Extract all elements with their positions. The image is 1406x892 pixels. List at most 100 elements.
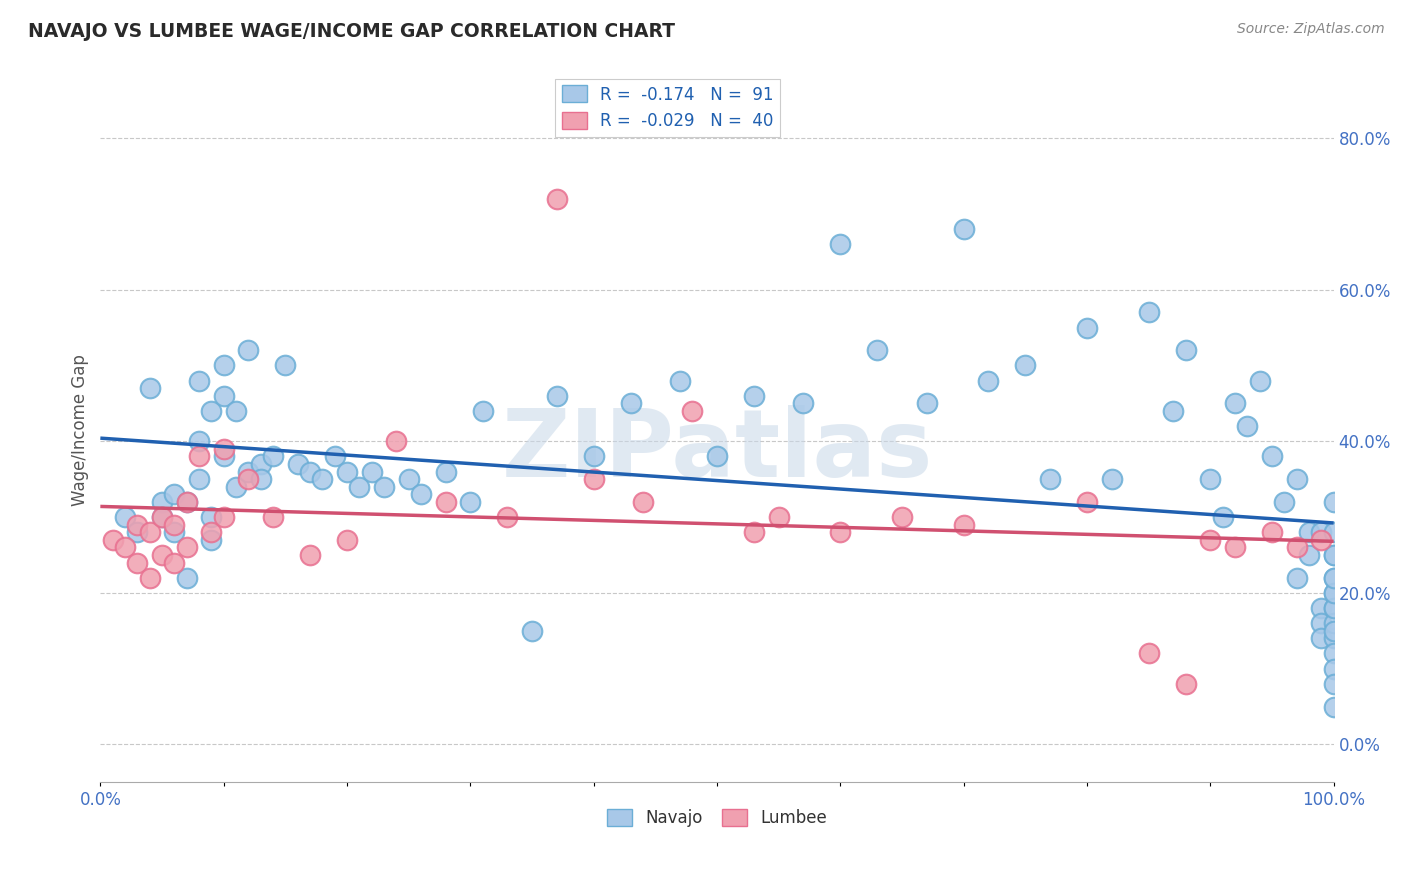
Point — [952, 517, 974, 532]
Y-axis label: Wage/Income Gap: Wage/Income Gap — [72, 354, 89, 506]
Point — [1261, 525, 1284, 540]
Point — [546, 389, 568, 403]
Point — [138, 525, 160, 540]
Point — [274, 359, 297, 373]
Point — [1323, 662, 1346, 676]
Point — [1323, 586, 1346, 600]
Point — [620, 396, 643, 410]
Point — [262, 510, 284, 524]
Point — [1323, 586, 1346, 600]
Point — [866, 343, 889, 358]
Point — [127, 556, 149, 570]
Point — [1163, 404, 1185, 418]
Point — [176, 495, 198, 509]
Point — [176, 541, 198, 555]
Point — [742, 525, 765, 540]
Point — [212, 442, 235, 456]
Point — [1323, 616, 1346, 631]
Point — [311, 472, 333, 486]
Point — [1076, 320, 1098, 334]
Point — [1272, 495, 1295, 509]
Point — [200, 525, 222, 540]
Text: Source: ZipAtlas.com: Source: ZipAtlas.com — [1237, 22, 1385, 37]
Point — [127, 525, 149, 540]
Point — [249, 457, 271, 471]
Point — [336, 533, 359, 547]
Point — [768, 510, 790, 524]
Point — [1285, 571, 1308, 585]
Point — [398, 472, 420, 486]
Point — [163, 556, 186, 570]
Point — [582, 450, 605, 464]
Point — [669, 374, 692, 388]
Point — [114, 541, 136, 555]
Point — [1323, 601, 1346, 615]
Point — [1199, 533, 1222, 547]
Point — [582, 472, 605, 486]
Point — [1014, 359, 1036, 373]
Point — [238, 465, 260, 479]
Point — [1323, 571, 1346, 585]
Point — [1076, 495, 1098, 509]
Point — [1285, 472, 1308, 486]
Point — [1310, 601, 1333, 615]
Point — [830, 525, 852, 540]
Text: NAVAJO VS LUMBEE WAGE/INCOME GAP CORRELATION CHART: NAVAJO VS LUMBEE WAGE/INCOME GAP CORRELA… — [28, 22, 675, 41]
Point — [323, 450, 346, 464]
Point — [1310, 616, 1333, 631]
Point — [1323, 647, 1346, 661]
Point — [1261, 450, 1284, 464]
Point — [891, 510, 914, 524]
Point — [1323, 548, 1346, 562]
Point — [1174, 677, 1197, 691]
Point — [1137, 305, 1160, 319]
Point — [249, 472, 271, 486]
Point — [1323, 699, 1346, 714]
Point — [471, 404, 494, 418]
Point — [200, 533, 222, 547]
Point — [176, 571, 198, 585]
Point — [1174, 343, 1197, 358]
Point — [150, 510, 173, 524]
Point — [434, 465, 457, 479]
Point — [385, 434, 408, 449]
Point — [150, 510, 173, 524]
Point — [1310, 632, 1333, 646]
Point — [1323, 525, 1346, 540]
Point — [225, 404, 247, 418]
Point — [200, 510, 222, 524]
Point — [188, 434, 211, 449]
Point — [1039, 472, 1062, 486]
Point — [262, 450, 284, 464]
Point — [176, 495, 198, 509]
Point — [1310, 533, 1333, 547]
Point — [163, 525, 186, 540]
Point — [1323, 677, 1346, 691]
Point — [150, 495, 173, 509]
Point — [298, 465, 321, 479]
Point — [163, 487, 186, 501]
Point — [1298, 525, 1320, 540]
Point — [212, 389, 235, 403]
Point — [138, 571, 160, 585]
Point — [1223, 396, 1246, 410]
Point — [373, 480, 395, 494]
Point — [915, 396, 938, 410]
Point — [360, 465, 382, 479]
Text: ZIPatlas: ZIPatlas — [502, 405, 932, 497]
Point — [1323, 495, 1346, 509]
Point — [1323, 624, 1346, 638]
Point — [188, 450, 211, 464]
Point — [1323, 601, 1346, 615]
Point — [225, 480, 247, 494]
Point — [188, 374, 211, 388]
Point — [212, 450, 235, 464]
Legend: Navajo, Lumbee: Navajo, Lumbee — [600, 803, 834, 834]
Point — [792, 396, 814, 410]
Point — [496, 510, 519, 524]
Point — [1101, 472, 1123, 486]
Point — [1323, 632, 1346, 646]
Point — [460, 495, 482, 509]
Point — [830, 237, 852, 252]
Point — [212, 359, 235, 373]
